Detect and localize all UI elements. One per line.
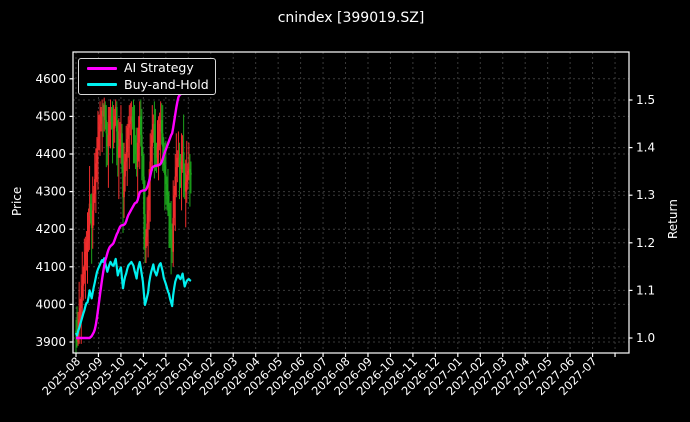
svg-text:3900: 3900 [35, 335, 66, 349]
ai-strategy-line [75, 62, 193, 340]
buy-and-hold-line-swatch [87, 83, 117, 87]
legend-label-buy-and-hold: Buy-and-Hold [124, 76, 209, 92]
svg-text:4600: 4600 [35, 72, 66, 86]
svg-text:4200: 4200 [35, 222, 66, 236]
legend-label-ai-strategy: AI Strategy [124, 60, 194, 75]
gridlines [73, 52, 629, 353]
svg-text:1.3: 1.3 [636, 188, 655, 202]
svg-text:4400: 4400 [35, 147, 66, 161]
date-axis-ticks: 2025-082025-092025-102025-112025-122026-… [39, 353, 616, 398]
ai-strategy-line-swatch [87, 66, 117, 70]
legend: AI Strategy Buy-and-Hold [78, 58, 216, 95]
plot-border [72, 51, 630, 354]
candlestick-series [75, 97, 192, 354]
legend-item-ai-strategy: AI Strategy [87, 60, 215, 75]
svg-text:4300: 4300 [35, 185, 66, 199]
svg-text:4100: 4100 [35, 260, 66, 274]
svg-text:4000: 4000 [35, 297, 66, 311]
svg-text:1.4: 1.4 [636, 141, 655, 155]
svg-text:1.5: 1.5 [636, 93, 655, 107]
svg-text:1.1: 1.1 [636, 283, 655, 297]
svg-text:1.2: 1.2 [636, 236, 655, 250]
price-axis-ticks: 3900 4000 4100 4200 4300 4400 4500 4600 [35, 72, 73, 349]
svg-text:4500: 4500 [35, 109, 66, 123]
buy-and-hold-line [74, 257, 192, 337]
legend-item-buy-and-hold: Buy-and-Hold [87, 76, 215, 92]
return-axis-ticks: 1.0 1.1 1.2 1.3 1.4 1.5 [629, 93, 655, 345]
chart-title: cnindex [399019.SZ] [277, 10, 425, 26]
svg-text:1.0: 1.0 [636, 331, 655, 345]
